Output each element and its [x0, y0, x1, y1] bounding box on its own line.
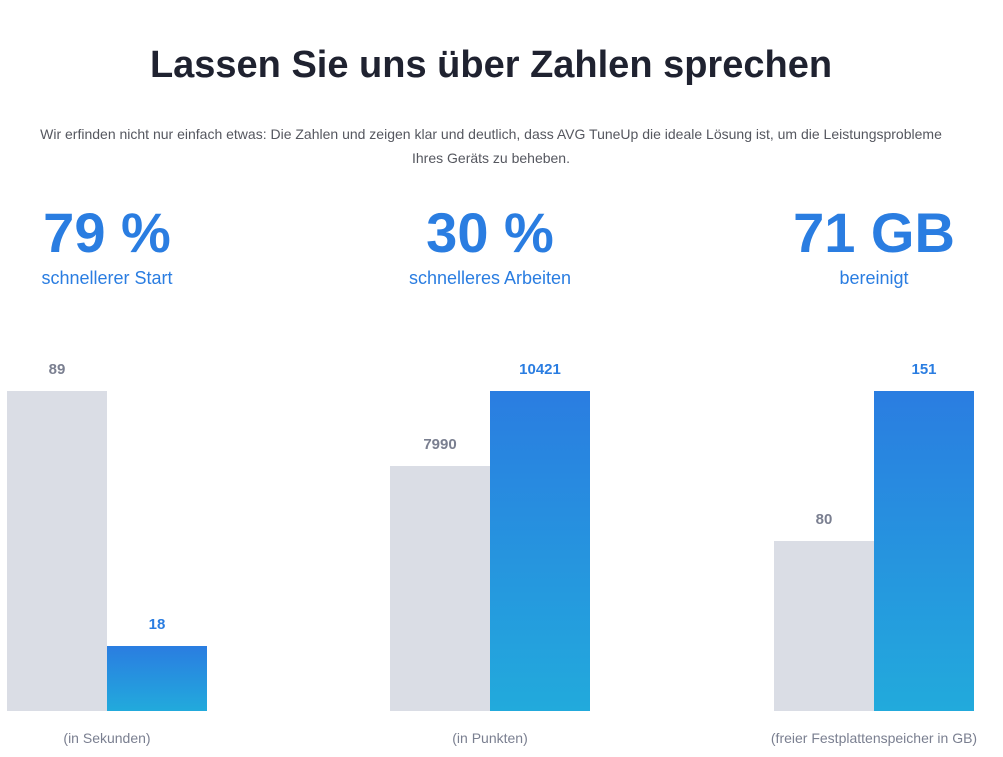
stat-label: schnelleres Arbeiten	[408, 268, 572, 288]
stat-startup: 79 % schnellerer Start	[0, 200, 237, 289]
chart-caption: (in Punkten)	[452, 730, 528, 746]
bar-before	[7, 391, 107, 711]
stat-performance: 30 % schnelleres Arbeiten	[360, 200, 620, 289]
bar-after	[107, 646, 207, 711]
value-label-after: 10421	[519, 361, 561, 378]
stat-cleaned: 71 GB bereinigt	[744, 200, 1003, 289]
chart-caption: (in Sekunden)	[63, 730, 151, 746]
value-label-before: 89	[48, 361, 66, 378]
value-label-before: 80	[815, 511, 833, 529]
stat-value: 71 GB	[793, 201, 955, 264]
value-label-before: 7990	[423, 435, 457, 453]
stat-value: 79 %	[43, 201, 171, 264]
chart-performance: 7990 10421 (in Punkten)	[390, 340, 590, 757]
chart-startup: 89 18 (in Sekunden)	[7, 340, 207, 757]
chart-caption: (freier Festplattenspeicher in GB)	[770, 730, 978, 746]
stat-label: schnellerer Start	[41, 268, 173, 288]
page-title: Lassen Sie uns über Zahlen sprechen	[149, 44, 833, 86]
stat-label: bereinigt	[839, 268, 909, 288]
bar-after	[874, 391, 974, 711]
stat-value: 30 %	[426, 201, 554, 264]
bar-after	[490, 391, 590, 711]
value-label-after: 18	[148, 616, 166, 634]
intro-text: Wir erfinden nicht nur einfach etwas: Di…	[40, 126, 942, 166]
value-label-after: 151	[911, 361, 937, 378]
chart-disk-space: 80 151 (freier Festplattenspeicher in GB…	[771, 340, 977, 757]
bar-before	[774, 541, 874, 711]
bar-before	[390, 465, 490, 711]
